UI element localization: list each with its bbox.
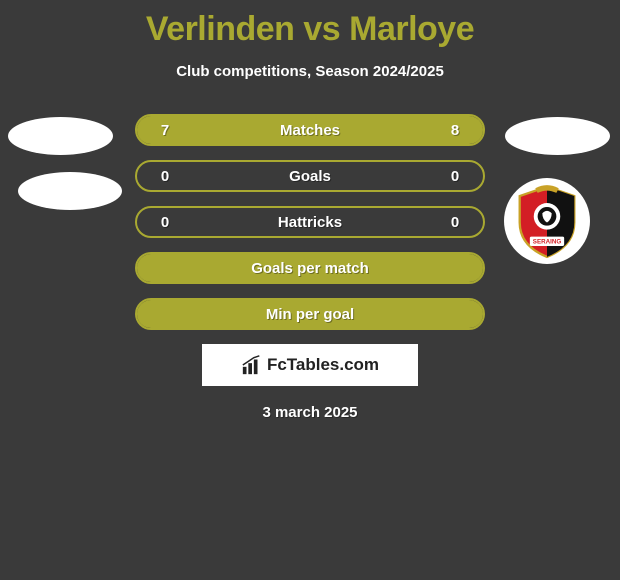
player-left-badge-2: [18, 172, 122, 210]
branding-text: FcTables.com: [267, 355, 379, 375]
stat-label: Min per goal: [187, 306, 433, 323]
stat-value-right: 0: [433, 214, 483, 231]
club-crest-right: SERAING: [504, 178, 590, 264]
subtitle: Club competitions, Season 2024/2025: [0, 63, 620, 80]
stat-row: Goals per match: [135, 252, 485, 284]
stat-value-right: 0: [433, 168, 483, 185]
stat-row: Min per goal: [135, 298, 485, 330]
stat-label: Matches: [187, 122, 433, 139]
shield-icon: SERAING: [508, 182, 586, 260]
stat-value-left: 0: [137, 214, 187, 231]
stat-value-left: 0: [137, 168, 187, 185]
branding-box: FcTables.com: [202, 344, 418, 386]
page-title: Verlinden vs Marloye: [0, 0, 620, 49]
stat-value-left: 7: [137, 122, 187, 139]
bars-chart-icon: [241, 354, 263, 376]
stat-label: Goals per match: [187, 260, 433, 277]
stat-label: Hattricks: [187, 214, 433, 231]
stats-table: 7Matches80Goals00Hattricks0Goals per mat…: [135, 114, 485, 330]
stat-row: 7Matches8: [135, 114, 485, 146]
player-left-badge-1: [8, 117, 113, 155]
player-right-badge: [505, 117, 610, 155]
stat-value-right: 8: [433, 122, 483, 139]
stat-row: 0Goals0: [135, 160, 485, 192]
svg-text:SERAING: SERAING: [533, 239, 562, 246]
stat-row: 0Hattricks0: [135, 206, 485, 238]
stat-label: Goals: [187, 168, 433, 185]
date-text: 3 march 2025: [0, 404, 620, 421]
